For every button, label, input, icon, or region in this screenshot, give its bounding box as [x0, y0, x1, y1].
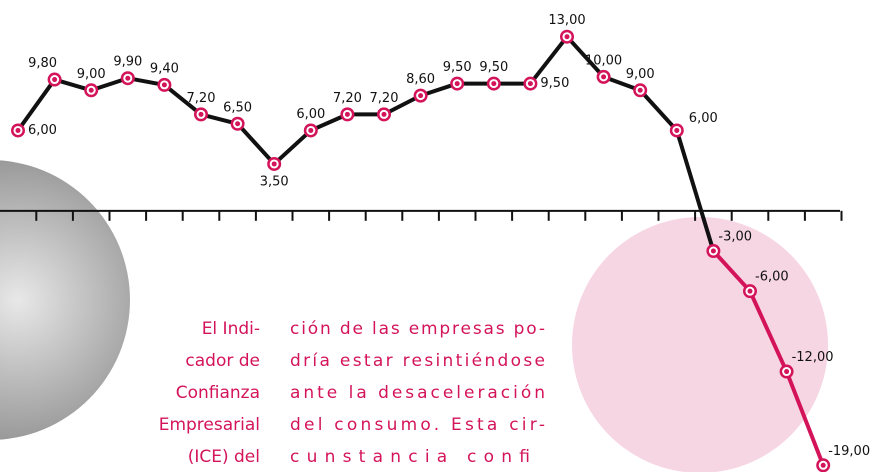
value-label: -6,00	[755, 270, 789, 285]
value-label: 9,90	[113, 55, 142, 70]
point-dot	[125, 76, 130, 81]
point-dot	[565, 34, 570, 39]
value-label: 6,00	[689, 111, 718, 126]
value-label: 13,00	[548, 13, 585, 28]
point-dot	[674, 128, 679, 133]
point-dot	[345, 112, 350, 117]
value-label: 7,20	[187, 91, 216, 106]
paragraph-line: dría estar resintiéndose	[290, 351, 545, 371]
point-dot	[711, 249, 716, 254]
point-dot	[528, 81, 533, 86]
point-dot	[52, 77, 57, 82]
paragraph-line: Confianza	[176, 383, 260, 403]
line-segment	[238, 124, 275, 164]
point-dot	[418, 93, 423, 98]
value-label: 7,20	[370, 91, 399, 106]
point-dot	[821, 463, 826, 468]
paragraph-line: Empresarial	[159, 415, 260, 435]
value-label: 3,50	[260, 174, 289, 189]
point-dot	[601, 74, 606, 79]
value-label: 6,50	[223, 100, 252, 115]
value-label: -12,00	[792, 350, 834, 365]
value-label: -3,00	[718, 230, 752, 245]
point-dot	[235, 121, 240, 126]
page: {"chart_data": {"type": "line", "categor…	[0, 0, 874, 472]
point-dot	[89, 88, 94, 93]
value-label: 9,50	[443, 60, 472, 75]
paragraph-line: cunstancia confi	[290, 447, 530, 467]
point-dot	[199, 112, 204, 117]
point-dot	[784, 369, 789, 374]
value-label: 6,00	[28, 123, 57, 138]
value-label: 8,60	[406, 72, 435, 87]
value-label: 9,00	[626, 67, 655, 82]
point-dot	[455, 81, 460, 86]
article-text: El Indi-cador de Confianza Empresarial (ICE…	[159, 319, 545, 467]
highlight-circle	[572, 217, 828, 472]
chart: El Indi-cador de Confianza Empresarial (ICE…	[0, 0, 874, 472]
value-label: 7,20	[333, 91, 362, 106]
point-dot	[382, 112, 387, 117]
point-dot	[638, 88, 643, 93]
value-label: 9,00	[77, 67, 106, 82]
point-dot	[308, 128, 313, 133]
point-dot	[162, 82, 167, 87]
value-label: -19,00	[828, 444, 870, 459]
value-label: 9,50	[479, 60, 508, 75]
paragraph-line: ción de las empresas po-	[290, 319, 545, 339]
paragraph-line: El Indi-	[202, 319, 260, 339]
paragraph-line: ante la desaceleración	[290, 383, 545, 403]
line-segment	[274, 130, 311, 163]
value-label: 6,00	[296, 107, 325, 122]
paragraph-line: del consumo. Esta cir-	[290, 415, 545, 435]
point-dot	[16, 128, 21, 133]
paragraph-line: cador de	[185, 351, 260, 371]
point-dot	[491, 81, 496, 86]
photo-decoration	[0, 160, 130, 440]
value-label: 10,00	[585, 53, 622, 68]
point-dot	[748, 289, 753, 294]
value-label: 9,50	[540, 76, 569, 91]
line-segment	[640, 90, 677, 130]
value-label: 9,40	[150, 61, 179, 76]
value-label: 9,80	[28, 56, 57, 71]
point-dot	[272, 161, 277, 166]
paragraph-line: (ICE) del	[188, 447, 260, 467]
